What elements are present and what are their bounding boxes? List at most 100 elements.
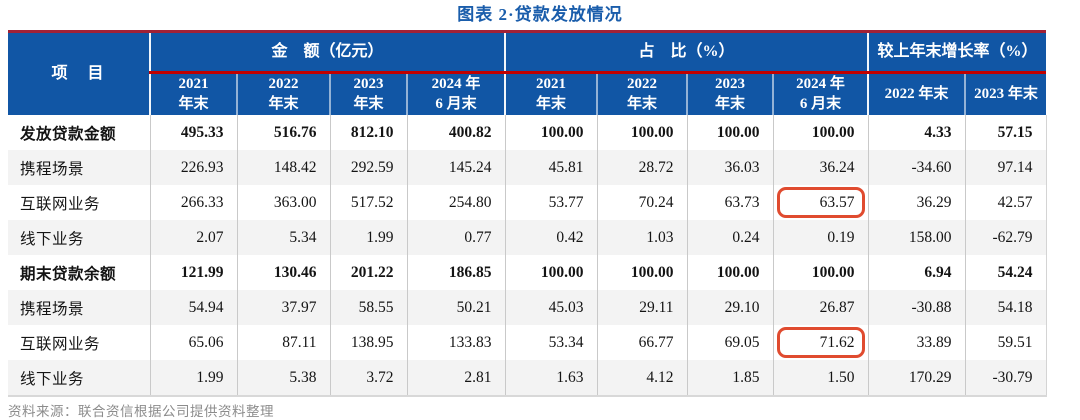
cell-value: 4.12 <box>646 368 674 386</box>
value-cell: 138.95 <box>329 325 407 360</box>
row-label: 线下业务 <box>20 370 85 388</box>
row-label: 互联网业务 <box>20 195 101 213</box>
cell-value: 4.33 <box>924 123 952 141</box>
table-body: 发放贷款金额 495.33 516.76 812.10 400.82 100.00 100.… <box>8 115 1047 396</box>
cell-value: 45.81 <box>548 158 584 176</box>
amount-group-header: 金 额（亿元） <box>148 31 506 74</box>
cell-value: -62.79 <box>992 228 1033 246</box>
value-cell: 45.03 <box>504 290 598 325</box>
value-cell: 100.00 <box>596 255 688 290</box>
cell-value: 0.19 <box>827 228 855 246</box>
value-cell: 100.00 <box>686 115 774 150</box>
cell-value: 65.06 <box>188 333 224 351</box>
value-cell: 812.10 <box>329 115 407 150</box>
cell-value: 54.94 <box>188 298 224 316</box>
value-cell: 2.81 <box>406 360 506 396</box>
cell-value: 28.72 <box>638 158 674 176</box>
value-cell: 58.55 <box>329 290 407 325</box>
value-cell: 70.24 <box>596 185 688 220</box>
value-cell: 37.97 <box>236 290 330 325</box>
item-column-header: 项 目 <box>8 31 150 115</box>
cell-value: 2.07 <box>196 228 224 246</box>
cell-value: 37.97 <box>281 298 317 316</box>
cell-value: 59.51 <box>997 333 1033 351</box>
cell-value: 54.18 <box>997 298 1033 316</box>
value-cell: 100.00 <box>772 255 869 290</box>
cell-value: 2.81 <box>464 368 492 386</box>
cell-value: 100.00 <box>716 123 760 141</box>
value-cell: 121.99 <box>149 255 237 290</box>
value-cell: 71.62 <box>772 325 869 360</box>
cell-value: 517.52 <box>350 193 394 211</box>
value-cell: 45.81 <box>504 150 598 185</box>
cell-value: 363.00 <box>273 193 317 211</box>
value-cell: 292.59 <box>329 150 407 185</box>
value-cell: 5.34 <box>236 220 330 255</box>
value-cell: 145.24 <box>406 150 506 185</box>
cell-value: 226.93 <box>180 158 224 176</box>
value-cell: 54.24 <box>964 255 1047 290</box>
cell-value: 148.42 <box>273 158 317 176</box>
value-cell: 29.11 <box>596 290 688 325</box>
value-cell: 53.34 <box>504 325 598 360</box>
value-cell: 28.72 <box>596 150 688 185</box>
cell-value: 1.99 <box>366 228 394 246</box>
cell-value: 292.59 <box>350 158 394 176</box>
cell-value: 0.77 <box>464 228 492 246</box>
amount-2021-header: 2021 年末 <box>149 72 237 115</box>
cell-value: 53.34 <box>548 333 584 351</box>
cell-value: 45.03 <box>548 298 584 316</box>
cell-value: 100.00 <box>540 263 584 281</box>
table-header: 项 目 金 额（亿元） 占 比（%） 较上年末增长率（%） 2021 年末 202… <box>8 31 1047 115</box>
value-cell: 0.42 <box>504 220 598 255</box>
cell-value: 54.24 <box>997 263 1033 281</box>
value-cell: 516.76 <box>236 115 330 150</box>
cell-value: 53.77 <box>548 193 584 211</box>
cell-value: 266.33 <box>180 193 224 211</box>
value-cell: 53.77 <box>504 185 598 220</box>
cell-value: 6.94 <box>924 263 952 281</box>
value-cell: 517.52 <box>329 185 407 220</box>
value-cell: 400.82 <box>406 115 506 150</box>
source-note: 资料来源：联合资信根据公司提供资料整理 <box>8 404 274 419</box>
growth-2023-header: 2023 年末 <box>964 72 1047 115</box>
value-cell: 0.24 <box>686 220 774 255</box>
growth-2022-header: 2022 年末 <box>867 72 966 115</box>
value-cell: 54.94 <box>149 290 237 325</box>
value-cell: 170.29 <box>867 360 966 396</box>
cell-value: 70.24 <box>638 193 674 211</box>
cell-value: 133.83 <box>448 333 492 351</box>
cell-value: 57.15 <box>997 123 1033 141</box>
cell-value: 100.00 <box>811 263 855 281</box>
value-cell: 148.42 <box>236 150 330 185</box>
cell-value: -30.88 <box>911 298 952 316</box>
cell-value: 63.73 <box>724 193 760 211</box>
value-cell: 1.03 <box>596 220 688 255</box>
value-cell: -30.88 <box>867 290 966 325</box>
cell-value: 26.87 <box>819 298 855 316</box>
value-cell: 254.80 <box>406 185 506 220</box>
value-cell: 36.29 <box>867 185 966 220</box>
value-cell: 54.18 <box>964 290 1047 325</box>
value-cell: 133.83 <box>406 325 506 360</box>
group-header-row: 项 目 金 额（亿元） 占 比（%） 较上年末增长率（%） <box>8 31 1047 115</box>
cell-value: 1.99 <box>196 368 224 386</box>
value-cell: 87.11 <box>236 325 330 360</box>
cell-value: 63.57 <box>819 193 855 211</box>
value-cell: 6.94 <box>867 255 966 290</box>
value-cell: 69.05 <box>686 325 774 360</box>
value-cell: 130.46 <box>236 255 330 290</box>
value-cell: 201.22 <box>329 255 407 290</box>
row-label: 携程场景 <box>20 160 85 178</box>
cell-value: 100.00 <box>630 263 674 281</box>
cell-value: 201.22 <box>350 263 394 281</box>
table-row: 互联网业务 65.06 87.11 138.95 133.83 53.34 66.77 69.… <box>8 325 1047 360</box>
table-row: 线下业务 2.07 5.34 1.99 0.77 0.42 1.03 0.24 0.19 158.… <box>8 220 1047 255</box>
cell-value: 50.21 <box>456 298 492 316</box>
cell-value: 3.72 <box>366 368 394 386</box>
cell-value: 0.24 <box>732 228 760 246</box>
value-cell: 226.93 <box>149 150 237 185</box>
cell-value: 100.00 <box>540 123 584 141</box>
